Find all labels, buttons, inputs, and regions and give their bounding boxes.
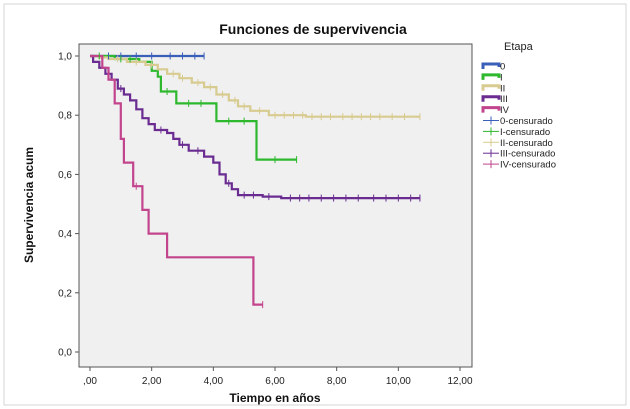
series-line-IV <box>90 54 263 306</box>
legend-label: III-censurado <box>500 149 555 160</box>
x-tick-label: 6,00 <box>265 376 285 387</box>
legend-label: II <box>500 83 505 94</box>
legend-label: I-censurado <box>500 127 550 138</box>
legend-label: I <box>500 72 503 83</box>
legend-label: IV <box>500 105 510 116</box>
legend-label: 0-censurado <box>500 116 553 127</box>
x-axis-title: Tiempo en años <box>229 391 320 405</box>
y-tick-label: 1,0 <box>58 52 72 63</box>
legend-swatch <box>481 106 501 113</box>
legend-swatch <box>481 84 501 91</box>
x-tick-label: ,00 <box>83 376 97 387</box>
legend-label: 0 <box>500 62 505 73</box>
chart-title: Funciones de supervivencia <box>219 21 407 37</box>
y-tick-label: 0,6 <box>58 170 72 181</box>
x-tick-label: 4,00 <box>204 376 224 387</box>
y-axis-title: Supervivencia acum <box>22 147 36 263</box>
censor-layer <box>98 52 421 309</box>
y-tick-label: 0,8 <box>58 111 72 122</box>
y-tick-label: 0,2 <box>58 288 72 299</box>
axis-ticks: ,00 2,00 4,00 6,00 8,00 10,00 12,00 0,0 0,2 0,4 0,… <box>58 52 473 388</box>
x-tick-label: 10,00 <box>386 376 411 387</box>
legend-label: III <box>500 94 508 105</box>
series-line-II <box>90 54 420 118</box>
series-layer <box>90 54 420 306</box>
x-tick-label: 2,00 <box>142 376 162 387</box>
legend-swatch <box>481 73 501 80</box>
legend-label: II-censurado <box>500 138 553 149</box>
x-tick-label: 8,00 <box>327 376 347 387</box>
y-tick-label: 0,0 <box>58 348 72 359</box>
x-tick-label: 12,00 <box>447 376 472 387</box>
legend-swatch <box>481 95 501 102</box>
figure-frame <box>3 3 627 406</box>
y-tick-label: 0,4 <box>58 229 72 240</box>
series-line-I <box>90 54 297 161</box>
legend: Etapa 0IIIIIIIV0-censuradoI-censuradoII-… <box>481 41 556 171</box>
legend-swatch <box>481 62 501 69</box>
legend-label: IV-censurado <box>500 160 556 171</box>
plot-area <box>78 43 473 368</box>
legend-title: Etapa <box>504 41 534 53</box>
